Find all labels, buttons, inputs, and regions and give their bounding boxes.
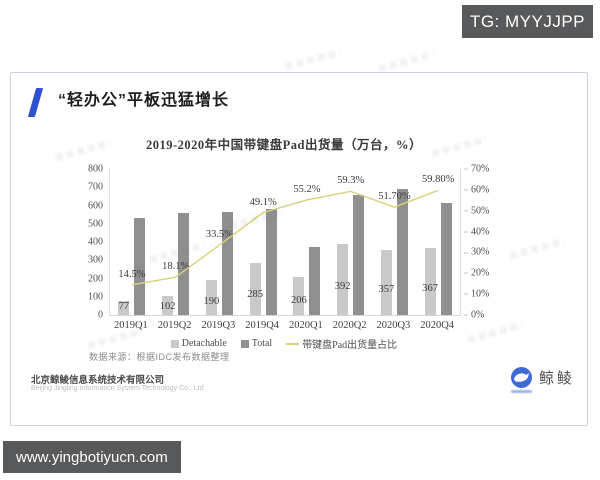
x-axis-label-2020Q1: 2020Q1	[288, 320, 323, 331]
bar-total-2019Q4	[265, 209, 277, 315]
whale-logo-icon	[511, 367, 532, 393]
x-axis-label-2019Q4: 2019Q4	[245, 320, 280, 331]
ratio-line	[131, 189, 439, 286]
x-axis-label-2019Q2: 2019Q2	[157, 320, 192, 331]
line-point-label: 51.70%	[378, 191, 411, 203]
legend-item-detachable: Detachable	[170, 338, 227, 349]
report-card: “轻办公”平板迅猛增长 2019-2020年中国带键盘Pad出货量（万台，%） …	[10, 72, 588, 426]
bar-total-2020Q1	[309, 246, 321, 315]
axis-tick-label: 50%	[464, 205, 504, 216]
axis-tick-label: 200	[88, 273, 103, 284]
axis-tick-label: 500	[88, 218, 103, 230]
bar-value-label: 206	[291, 295, 307, 306]
bar-detachable-2019Q1	[118, 300, 130, 315]
axis-tick-label: 30%	[464, 247, 504, 258]
legend-label: 带键盘Pad出货量占比	[302, 340, 398, 351]
line-point-label: 59.3%	[337, 175, 365, 187]
data-source-note: 数据来源：根据IDC发布数据整理	[89, 352, 230, 362]
bar-detachable-2019Q3	[205, 280, 217, 315]
logo-text: 鲸鲮	[539, 370, 576, 387]
line-point-label: 33.5%	[205, 229, 233, 241]
left-axis-ticks: 800 700 600 500 400 300 200 100 0	[67, 164, 103, 321]
bar-value-label: 392	[334, 281, 351, 293]
card-heading: “轻办公”平板迅猛增长	[58, 92, 230, 109]
x-axis-labels: 2019Q1 2019Q2 2019Q3 2019Q4 2020Q1 2020Q2 2020…	[109, 320, 459, 331]
legend-label: Total	[251, 338, 273, 349]
axis-tick-label: 0	[98, 309, 103, 321]
x-axis-label-2020Q3: 2020Q3	[376, 320, 411, 331]
axis-tick-label: 700	[88, 181, 103, 193]
x-axis-label-2019Q1: 2019Q1	[113, 320, 148, 331]
axis-tick-label: 400	[88, 236, 103, 248]
bar-detachable-2020Q4	[424, 248, 436, 315]
axis-tick-label: 800	[88, 163, 103, 175]
axis-tick-label: 10%	[464, 289, 504, 300]
bar-total-2020Q2	[353, 194, 365, 315]
line-point-label: 49.1%	[249, 196, 277, 208]
logo-caption	[511, 390, 532, 393]
bar-value-label: 285	[247, 289, 263, 301]
watermark-smudge	[509, 237, 565, 260]
bar-value-label: 102	[159, 301, 176, 312]
chart-title: 2019-2020年中国带键盘Pad出货量（万台，%）	[145, 138, 422, 152]
bar-detachable-2019Q4	[249, 263, 261, 315]
watermark-smudge	[378, 50, 434, 73]
legend-line-swatch	[286, 342, 300, 345]
line-point-label: 59.80%	[421, 174, 455, 186]
x-axis-label-2020Q4: 2020Q4	[420, 320, 455, 331]
company-name-en: Beijing Jingling Information System Tech…	[31, 385, 204, 392]
bar-total-2020Q3	[396, 189, 408, 315]
legend-square-swatch	[170, 339, 179, 348]
bar-detachable-2020Q3	[380, 249, 392, 315]
legend-label: Detachable	[181, 338, 227, 349]
heading-slash-icon	[27, 88, 44, 117]
legend-square-swatch	[240, 339, 249, 348]
axis-tick-label: 600	[88, 200, 103, 211]
bar-detachable-2020Q1	[293, 277, 305, 315]
watermark-smudge	[285, 48, 341, 71]
bar-value-label: 190	[203, 296, 220, 308]
bar-total-2020Q4	[440, 202, 452, 315]
x-axis-label-2019Q3: 2019Q3	[201, 320, 236, 331]
bar-detachable-2019Q2	[162, 296, 174, 315]
axis-tick-label: 20%	[464, 268, 504, 279]
line-point-label: 55.2%	[293, 183, 321, 195]
watermark-smudge	[467, 321, 523, 344]
axis-tick-label: 40%	[464, 226, 504, 237]
axis-tick-label: 0%	[464, 310, 504, 321]
right-axis-ticks: 70% 60% 50% 40% 30% 20% 10% 0%	[464, 164, 504, 321]
bar-total-2019Q1	[134, 218, 146, 315]
bar-detachable-2020Q2	[337, 243, 349, 315]
line-point-label: 18.1%	[162, 261, 190, 273]
url-watermark-badge: www.yingbotiyucn.com	[3, 441, 181, 473]
tg-watermark-badge: TG: MYYJJPP	[462, 5, 593, 38]
company-name-cn: 北京鲸鲮信息系统技术有限公司	[31, 375, 165, 386]
chart-legend: Detachable Total 带键盘Pad出货量占比	[109, 336, 459, 351]
legend-item-line: 带键盘Pad出货量占比	[286, 336, 397, 351]
company-logo: 鲸鲮	[511, 367, 576, 393]
bar-value-label: 367	[422, 283, 438, 295]
chart-plot-area: 77 14.5% 102 18.1% 190 33.5% 285 49.1% 206 55.2% 3…	[109, 169, 461, 316]
bar-value-label: 357	[378, 283, 395, 295]
axis-tick-label: 70%	[464, 164, 504, 175]
axis-tick-label: 100	[88, 291, 103, 303]
legend-item-total: Total	[240, 338, 273, 349]
bar-total-2019Q2	[178, 212, 190, 315]
axis-tick-label: 300	[88, 254, 103, 266]
line-point-label: 14.5%	[118, 268, 146, 280]
bar-value-label: 77	[118, 301, 130, 312]
x-axis-label-2020Q2: 2020Q2	[332, 320, 367, 331]
bar-total-2019Q3	[221, 211, 233, 315]
axis-tick-label: 60%	[464, 184, 504, 195]
